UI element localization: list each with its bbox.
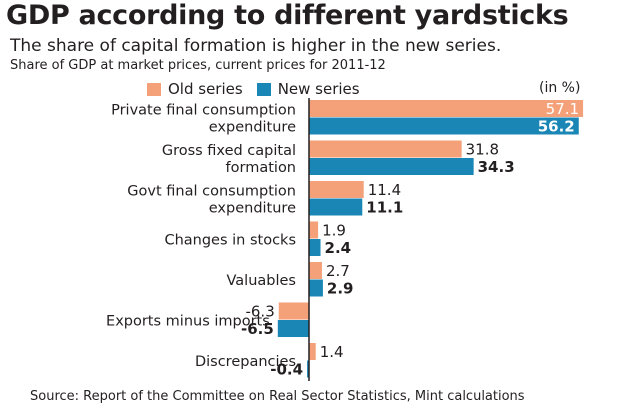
- chart-title: GDP according to different yardsticks: [6, 0, 569, 31]
- value-label-new-series-discrepancies: -0.4: [270, 361, 303, 379]
- value-label-new-series-changes-in-stocks: 2.4: [325, 239, 352, 257]
- source-note: Source: Report of the Committee on Real …: [30, 389, 525, 404]
- legend-label-new-series: New series: [277, 80, 360, 98]
- legend: Old series New series: [147, 80, 374, 98]
- chart-note: Share of GDP at market prices, current p…: [10, 58, 386, 73]
- value-label-new-series-gross-fixed-capital-formation: 34.3: [478, 158, 515, 176]
- category-label-valuables: Valuables: [227, 273, 297, 289]
- value-label-new-series-exports-minus-imports: -6.5: [241, 320, 274, 338]
- category-label-govt-final-consumption-expenditure: Govt final consumption expenditure: [127, 184, 296, 217]
- value-label-old-series-valuables: 2.7: [326, 262, 350, 280]
- value-label-old-series-gross-fixed-capital-formation: 31.8: [466, 141, 499, 159]
- bar-new-series-private-final-consumption-expenditure: [309, 117, 579, 135]
- legend-item-old-series: Old series: [147, 80, 243, 98]
- legend-label-old-series: Old series: [168, 80, 243, 98]
- value-label-old-series-discrepancies: 1.4: [320, 343, 344, 361]
- value-label-new-series-valuables: 2.9: [327, 280, 354, 298]
- value-label-new-series-govt-final-consumption-expenditure: 11.1: [366, 199, 403, 217]
- value-label-old-series-private-final-consumption-expenditure: 57.1: [546, 100, 579, 118]
- legend-swatch-new-series: [256, 82, 271, 96]
- legend-swatch-old-series: [147, 82, 161, 96]
- unit-label: (in %): [539, 80, 581, 96]
- legend-item-new-series: New series: [256, 80, 360, 98]
- bar-old-series-gross-fixed-capital-formation: [309, 140, 462, 158]
- bar-old-series-govt-final-consumption-expenditure: [309, 181, 364, 198]
- category-label-changes-in-stocks: Changes in stocks: [164, 233, 296, 249]
- bar-old-series-changes-in-stocks: [309, 221, 319, 239]
- bar-new-series-valuables: [309, 279, 323, 297]
- bar-new-series-discrepancies: [307, 360, 309, 378]
- bar-new-series-gross-fixed-capital-formation: [309, 158, 474, 175]
- chart-subtitle: The share of capital formation is higher…: [10, 36, 502, 56]
- bar-new-series-changes-in-stocks: [309, 239, 321, 256]
- bar-new-series-exports-minus-imports: [277, 320, 309, 337]
- category-label-private-final-consumption-expenditure: Private final consumption expenditure: [111, 103, 296, 136]
- value-label-old-series-govt-final-consumption-expenditure: 11.4: [368, 181, 401, 199]
- bar-old-series-exports-minus-imports: [278, 302, 309, 320]
- category-label-exports-minus-imports: Exports minus imports: [106, 314, 270, 330]
- bar-old-series-discrepancies: [309, 343, 316, 360]
- category-label-discrepancies: Discrepancies: [195, 354, 296, 370]
- bar-old-series-private-final-consumption-expenditure: [309, 100, 584, 117]
- category-label-gross-fixed-capital-formation: Gross fixed capital formation: [162, 143, 296, 176]
- value-label-old-series-exports-minus-imports: -6.3: [245, 303, 274, 321]
- bar-old-series-valuables: [309, 262, 322, 279]
- value-label-old-series-changes-in-stocks: 1.9: [322, 222, 346, 240]
- value-label-new-series-private-final-consumption-expenditure: 56.2: [538, 118, 575, 136]
- bar-new-series-govt-final-consumption-expenditure: [309, 198, 363, 216]
